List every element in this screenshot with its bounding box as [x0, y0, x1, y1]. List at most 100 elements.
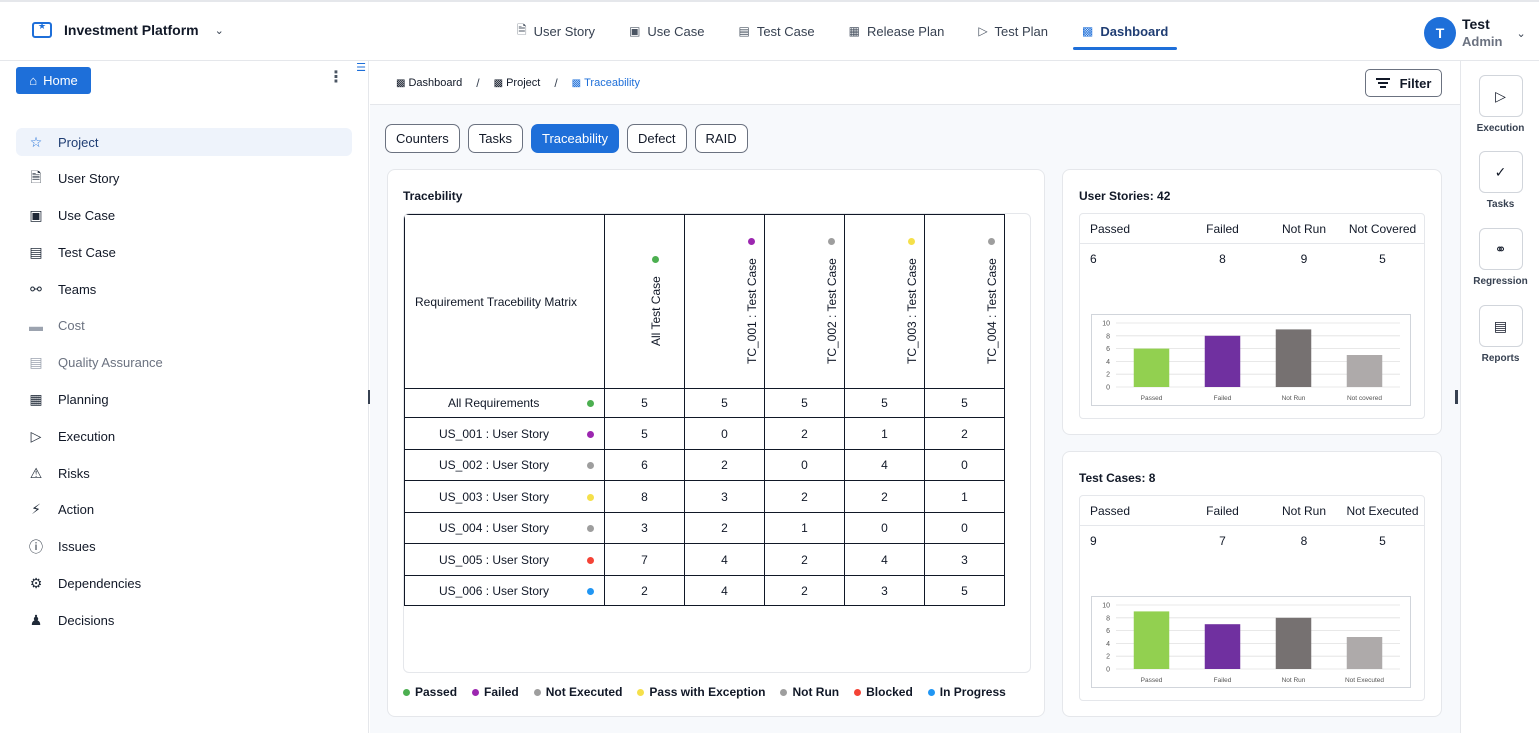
sidebar-item-decisions[interactable]: ♟ Decisions [16, 606, 352, 634]
home-button[interactable]: ⌂ Home [16, 67, 91, 94]
y-tick-label: 4 [1106, 641, 1110, 648]
tab-traceability[interactable]: Traceability [530, 124, 619, 153]
breadcrumb-dashboard[interactable]: ▩ Dashboard [396, 77, 462, 89]
x-tick-label: Failed [1214, 395, 1232, 402]
y-tick-label: 2 [1106, 372, 1110, 379]
matrix-cell: 3 [924, 543, 1005, 576]
tab-test-case[interactable]: ▤ Test Case [721, 2, 831, 60]
breadcrumb: ▩ Dashboard / ▩ Project / ▩ Traceability [396, 76, 640, 90]
tab-defect[interactable]: Defect [626, 124, 687, 153]
tab-dashboard[interactable]: ▩ Dashboard [1065, 2, 1185, 60]
chevron-down-icon: ⌄ [214, 24, 224, 37]
sidebar-item-label: Quality Assurance [58, 355, 163, 371]
tab-user-story[interactable]: 🗎 User Story [500, 2, 612, 60]
filter-label: Filter [1399, 75, 1432, 91]
test-cases-summary: Passed Failed Not Run Not Executed 9 7 8 5 0 2 4… [1079, 495, 1425, 701]
tab-test-plan[interactable]: ▷ Test Plan [961, 2, 1065, 60]
dashboard-tabs: Counters Tasks Traceability Defect RAID [385, 124, 748, 153]
tab-counters[interactable]: Counters [385, 124, 460, 153]
checklist-icon: ▤ [738, 24, 750, 38]
sidebar-item-project[interactable]: ☆ Project [16, 128, 352, 156]
checklist-icon: ▤ [29, 243, 43, 260]
legend-dot [472, 688, 480, 696]
sidebar-item-dependencies[interactable]: ⚙ Dependencies [16, 570, 352, 598]
matrix-cell: 2 [684, 449, 765, 481]
y-tick-label: 10 [1102, 603, 1110, 610]
rail-execution[interactable]: ▷ Execution [1461, 75, 1539, 134]
row-label-text: US_004 : User Story [439, 521, 550, 535]
bar-chart-icon: ▤ [1478, 305, 1523, 347]
more-options-icon[interactable]: ⋮ [328, 69, 344, 86]
legend-label: In Progress [939, 685, 1006, 699]
summary-value: 8 [1219, 252, 1226, 266]
x-tick-label: Not Executed [1345, 677, 1384, 684]
row-label-text: US_006 : User Story [439, 583, 550, 598]
rail-label: Execution [1476, 123, 1525, 134]
sidebar-item-teams[interactable]: ⚯ Teams [16, 275, 352, 303]
matrix-column-label: TC_004 : Test Case [985, 257, 999, 364]
main-content: ▩ Dashboard / ▩ Project / ▩ Traceability Fi… [370, 61, 1460, 733]
user-menu[interactable]: T Test Admin ⌄ [1424, 15, 1526, 51]
matrix-cell: 3 [604, 512, 685, 544]
tab-raid[interactable]: RAID [694, 124, 748, 153]
sidebar-item-action[interactable]: ⚡ Action [16, 496, 352, 524]
matrix-column-label: TC_001 : Test Case [745, 257, 759, 364]
traceability-matrix-scroll[interactable]: Requirement Tracebility Matrix All Test C… [403, 213, 1031, 673]
code-box-icon: ▣ [629, 24, 641, 38]
sidebar-collapse-icon[interactable]: ☰ [356, 62, 366, 74]
sidebar-item-cost[interactable]: ▬ Cost [16, 312, 352, 340]
x-tick-label: Not Run [1282, 677, 1306, 684]
rail-tasks[interactable]: ✓ Tasks [1461, 151, 1539, 210]
sidebar-item-issues[interactable]: ⓘ Issues [16, 533, 352, 561]
legend-label: Blocked [866, 685, 913, 699]
matrix-cell: 2 [924, 417, 1005, 450]
breadcrumb-bar: ▩ Dashboard / ▩ Project / ▩ Traceability Fi… [370, 61, 1460, 105]
filter-button[interactable]: Filter [1365, 69, 1442, 97]
table-row: US_003 : User Story 8 3 2 2 1 [404, 480, 1005, 513]
legend-dot [854, 688, 862, 696]
table-row: US_004 : User Story 3 2 1 0 0 [404, 512, 1005, 544]
matrix-column-header: TC_003 : Test Case [844, 214, 925, 389]
project-icon [32, 21, 52, 38]
right-panel-resize-handle[interactable] [1455, 390, 1458, 404]
legend-label: Passed [415, 685, 458, 699]
sidebar-item-execution[interactable]: ▷ Execution [16, 422, 352, 450]
bar [1346, 637, 1383, 669]
sidebar-resize-handle[interactable] [368, 390, 371, 404]
tab-tasks[interactable]: Tasks [467, 124, 523, 153]
sidebar-item-label: Cost [58, 318, 85, 334]
matrix-cell: 0 [924, 512, 1005, 544]
breadcrumb-label: Project [506, 77, 541, 89]
matrix-cell: 5 [604, 417, 685, 450]
teams-icon: ⚯ [30, 280, 42, 297]
sidebar-item-planning[interactable]: ▦ Planning [16, 386, 352, 414]
sidebar-item-user-story[interactable]: 🗎 User Story [16, 165, 352, 193]
breadcrumb-project[interactable]: ▩ Project [494, 77, 541, 89]
matrix-cell: 5 [844, 388, 925, 418]
traceability-card: Tracebility Requirement Tracebility Matr… [387, 169, 1045, 717]
matrix-cell: 5 [684, 388, 765, 418]
project-switcher[interactable]: Investment Platform ⌄ [32, 21, 224, 38]
rail-reports[interactable]: ▤ Reports [1461, 305, 1539, 364]
top-nav: 🗎 User Story ▣ Use Case ▤ Test Case ▦ Releas… [500, 2, 1185, 60]
rail-regression[interactable]: ⚭ Regression [1461, 228, 1539, 287]
play-circle-icon: ▷ [30, 427, 42, 444]
sidebar-item-label: Dependencies [58, 576, 142, 592]
person-icon: ♟ [29, 611, 43, 628]
sidebar-item-risks[interactable]: ⚠ Risks [16, 459, 352, 487]
matrix-column-header: TC_002 : Test Case [764, 214, 845, 389]
sidebar-item-quality-assurance[interactable]: ▤ Quality Assurance [16, 349, 352, 377]
sidebar-item-test-case[interactable]: ▤ Test Case [16, 238, 352, 266]
bar [1346, 355, 1383, 387]
matrix-row-label: US_005 : User Story [404, 543, 605, 576]
y-tick-label: 2 [1106, 654, 1110, 661]
summary-header: Not Executed [1346, 503, 1419, 518]
tab-use-case[interactable]: ▣ Use Case [612, 2, 721, 60]
tab-release-plan[interactable]: ▦ Release Plan [832, 2, 962, 60]
row-label-text: US_003 : User Story [439, 489, 550, 504]
sidebar-item-use-case[interactable]: ▣ Use Case [16, 202, 352, 230]
matrix-column-label: TC_003 : Test Case [905, 257, 919, 364]
bar [1275, 329, 1312, 387]
user-stories-summary: Passed Failed Not Run Not Covered 6 8 9 5 0 2 4 6… [1079, 213, 1425, 419]
user-stories-value-row: 6 8 9 5 [1080, 244, 1424, 274]
